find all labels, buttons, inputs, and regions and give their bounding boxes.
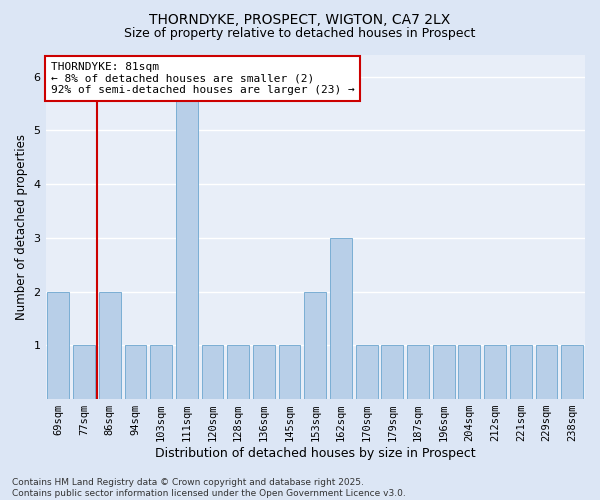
Bar bbox=[253, 346, 275, 399]
Bar bbox=[227, 346, 249, 399]
Bar bbox=[330, 238, 352, 399]
Bar bbox=[278, 346, 301, 399]
Bar bbox=[458, 346, 481, 399]
Bar bbox=[73, 346, 95, 399]
Bar bbox=[47, 292, 70, 399]
Bar bbox=[484, 346, 506, 399]
Y-axis label: Number of detached properties: Number of detached properties bbox=[15, 134, 28, 320]
Bar bbox=[407, 346, 429, 399]
Text: THORNDYKE: 81sqm
← 8% of detached houses are smaller (2)
92% of semi-detached ho: THORNDYKE: 81sqm ← 8% of detached houses… bbox=[51, 62, 355, 95]
Bar bbox=[99, 292, 121, 399]
Bar bbox=[561, 346, 583, 399]
Text: THORNDYKE, PROSPECT, WIGTON, CA7 2LX: THORNDYKE, PROSPECT, WIGTON, CA7 2LX bbox=[149, 12, 451, 26]
Bar bbox=[433, 346, 455, 399]
Bar bbox=[176, 76, 198, 399]
Text: Size of property relative to detached houses in Prospect: Size of property relative to detached ho… bbox=[124, 28, 476, 40]
Text: Contains HM Land Registry data © Crown copyright and database right 2025.
Contai: Contains HM Land Registry data © Crown c… bbox=[12, 478, 406, 498]
Bar bbox=[125, 346, 146, 399]
Bar bbox=[150, 346, 172, 399]
X-axis label: Distribution of detached houses by size in Prospect: Distribution of detached houses by size … bbox=[155, 447, 476, 460]
Bar bbox=[536, 346, 557, 399]
Bar bbox=[304, 292, 326, 399]
Bar bbox=[356, 346, 377, 399]
Bar bbox=[202, 346, 223, 399]
Bar bbox=[510, 346, 532, 399]
Bar bbox=[382, 346, 403, 399]
